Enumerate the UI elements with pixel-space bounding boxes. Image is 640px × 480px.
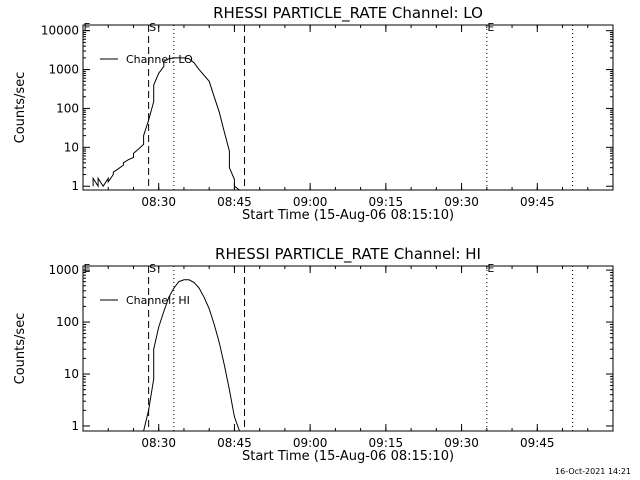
series-line xyxy=(143,279,240,432)
plot-frame xyxy=(82,24,614,191)
y-tick-label: 1 xyxy=(71,179,79,193)
legend-label: Channel: HI xyxy=(126,294,190,307)
event-marker-label: S xyxy=(149,262,156,275)
x-tick-label: 09:30 xyxy=(444,195,479,209)
legend-label: Channel: LO xyxy=(126,53,193,66)
series-line xyxy=(92,57,240,191)
x-tick-label: 09:15 xyxy=(369,195,404,209)
event-marker-label: E xyxy=(487,21,494,34)
y-tick-label: 100 xyxy=(56,315,79,329)
event-marker-label: E xyxy=(84,21,91,34)
y-tick-label: 10000 xyxy=(41,24,79,38)
y-tick-label: 10 xyxy=(64,140,79,154)
y-tick-label: 1 xyxy=(71,419,79,433)
x-axis-label: Start Time (15-Aug-06 08:15:10) xyxy=(242,449,454,464)
plot-frame xyxy=(82,265,614,432)
x-axis-label: Start Time (15-Aug-06 08:15:10) xyxy=(242,208,454,223)
x-tick-label: 09:00 xyxy=(293,436,328,450)
y-tick-label: 10 xyxy=(64,367,79,381)
event-marker-label: E xyxy=(84,262,91,275)
y-tick-label: 1000 xyxy=(48,263,79,277)
event-marker-label: S xyxy=(149,21,156,34)
x-tick-label: 09:45 xyxy=(520,195,555,209)
x-tick-label: 09:45 xyxy=(520,436,555,450)
chart-title: RHESSI PARTICLE_RATE Channel: LO xyxy=(213,4,483,23)
y-tick-label: 100 xyxy=(56,101,79,115)
chart-title: RHESSI PARTICLE_RATE Channel: HI xyxy=(215,245,481,264)
y-axis-label: Counts/sec xyxy=(13,313,28,385)
y-axis-label: Counts/sec xyxy=(13,72,28,144)
x-tick-label: 08:30 xyxy=(141,195,176,209)
x-tick-label: 08:45 xyxy=(217,195,252,209)
footer-timestamp: 16-Oct-2021 14:21 xyxy=(555,467,631,476)
x-tick-label: 09:15 xyxy=(369,436,404,450)
x-tick-label: 09:30 xyxy=(444,436,479,450)
x-tick-label: 09:00 xyxy=(293,195,328,209)
event-marker-label: E xyxy=(487,262,494,275)
y-tick-label: 1000 xyxy=(48,63,79,77)
x-tick-label: 08:30 xyxy=(141,436,176,450)
x-tick-label: 08:45 xyxy=(217,436,252,450)
